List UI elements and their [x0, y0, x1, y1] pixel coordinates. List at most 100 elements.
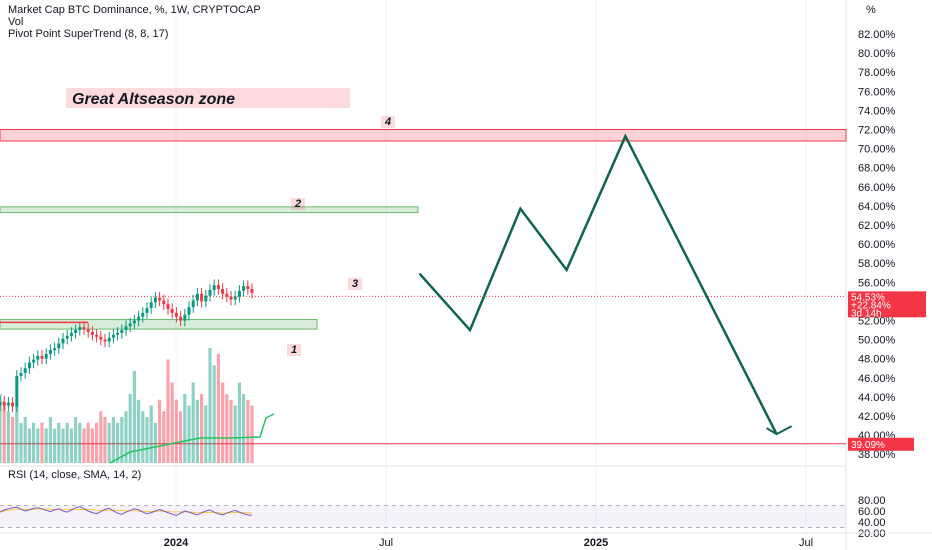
candle-body[interactable] [174, 312, 178, 317]
volume-bar [40, 422, 44, 463]
price-axis[interactable]: 82.00% 80.00% 78.00% 76.00% 74.00% 72.00% 70.0… [848, 29, 926, 540]
wave-label-bg [287, 344, 301, 356]
price-tick: 52.00% [858, 316, 896, 328]
candle-body[interactable] [195, 293, 199, 301]
volume-bar [19, 422, 23, 463]
volume-bar [57, 422, 61, 463]
candle-body[interactable] [36, 355, 40, 360]
candle-body[interactable] [61, 338, 65, 344]
candle-body[interactable] [15, 375, 19, 407]
candle-body[interactable] [132, 320, 136, 324]
candle-body[interactable] [242, 286, 246, 291]
candle-body[interactable] [145, 308, 149, 313]
candle-body[interactable] [225, 293, 229, 297]
candle-body[interactable] [237, 290, 241, 297]
candle-body[interactable] [208, 289, 212, 296]
candle-body[interactable] [32, 359, 36, 363]
candle-body[interactable] [179, 316, 183, 321]
candle-body[interactable] [216, 285, 220, 289]
candle-body[interactable] [153, 297, 157, 303]
candle-body[interactable] [69, 332, 73, 336]
price-tick: 68.00% [858, 163, 896, 175]
candle-body[interactable] [162, 300, 166, 305]
candle-body[interactable] [200, 293, 204, 302]
candle-body[interactable] [204, 295, 208, 302]
candle-body[interactable] [2, 401, 6, 406]
candle-body[interactable] [19, 373, 23, 376]
price-tick: 62.00% [858, 220, 896, 232]
projection-path[interactable] [418, 133, 793, 436]
candle-body[interactable] [149, 302, 153, 309]
support-price-badge[interactable] [848, 437, 914, 451]
candle-body[interactable] [78, 327, 82, 331]
candle-body[interactable] [233, 296, 237, 300]
wave-label-4[interactable]: 4 [384, 116, 391, 128]
candle-body[interactable] [183, 314, 187, 321]
candle-body[interactable] [57, 343, 61, 349]
candle-body[interactable] [246, 286, 250, 289]
candle-body[interactable] [90, 331, 94, 335]
candle-body[interactable] [103, 339, 107, 342]
candle-body[interactable] [0, 401, 2, 406]
wave-label-2[interactable]: 2 [294, 198, 301, 210]
candle-body[interactable] [250, 288, 254, 293]
rsi-label[interactable]: RSI (14, close, SMA, 14, 2) [8, 469, 141, 481]
volume-bar [120, 417, 124, 463]
candle-body[interactable] [229, 296, 233, 300]
rsi-tick: 60.00 [858, 506, 886, 518]
candle-body[interactable] [128, 323, 132, 327]
volume-bar [86, 422, 90, 463]
candle-body[interactable] [191, 300, 195, 308]
wave-label-1[interactable]: 1 [291, 344, 297, 356]
volume-bar [23, 417, 27, 463]
candle-body[interactable] [170, 309, 174, 313]
wave-label-3[interactable]: 3 [352, 278, 358, 290]
indicator-label[interactable]: Pivot Point SuperTrend (8, 8, 17) [8, 28, 169, 40]
candle-body[interactable] [23, 368, 27, 374]
candle-body[interactable] [27, 362, 31, 369]
candle-body[interactable] [11, 402, 15, 407]
volume-bar [36, 428, 40, 463]
chart-title[interactable]: Market Cap BTC Dominance, %, 1W, CRYPTOC… [8, 4, 261, 16]
candle-body[interactable] [86, 329, 90, 332]
candle-body[interactable] [82, 327, 86, 330]
candle-body[interactable] [99, 336, 103, 340]
candle-body[interactable] [107, 337, 111, 342]
volume-bar [187, 405, 191, 463]
price-tick: 70.00% [858, 144, 896, 156]
projection-zigzag[interactable] [418, 133, 778, 435]
candle-body[interactable] [95, 334, 99, 337]
percent-unit-label[interactable]: % [866, 4, 876, 16]
current-price-badge[interactable] [848, 291, 926, 318]
candle-body[interactable] [65, 335, 69, 339]
candle-body[interactable] [6, 402, 10, 406]
candles[interactable] [0, 279, 254, 413]
rsi-pane: RSI (14, close, SMA, 14, 2) [0, 469, 846, 528]
volume-bar [2, 405, 6, 463]
zone-label[interactable]: Great Altseason zone [72, 91, 235, 108]
candle-body[interactable] [221, 288, 225, 294]
vol-label[interactable]: Vol [8, 16, 24, 28]
time-axis[interactable]: Jul2024Jul2025Jul2026Jul2027 [0, 532, 932, 549]
candle-body[interactable] [166, 304, 170, 310]
bar-countdown: 3d 14h [851, 308, 882, 319]
candle-body[interactable] [158, 297, 162, 301]
candle-body[interactable] [74, 330, 78, 333]
candle-body[interactable] [116, 332, 120, 335]
candle-body[interactable] [141, 312, 145, 317]
candle-body[interactable] [48, 350, 52, 354]
candle-body[interactable] [137, 316, 141, 321]
candle-body[interactable] [187, 307, 191, 315]
candle-body[interactable] [53, 348, 57, 351]
candle-body[interactable] [40, 355, 44, 359]
candle-body[interactable] [124, 326, 128, 331]
candle-body[interactable] [120, 330, 124, 333]
volume-bar [44, 428, 48, 463]
candle-body[interactable] [212, 285, 216, 290]
candle-body[interactable] [111, 334, 115, 338]
candle-body[interactable] [44, 353, 48, 359]
wave-label-bg [381, 116, 395, 128]
red-target-zone [0, 129, 847, 142]
price-tick: 74.00% [858, 105, 896, 117]
